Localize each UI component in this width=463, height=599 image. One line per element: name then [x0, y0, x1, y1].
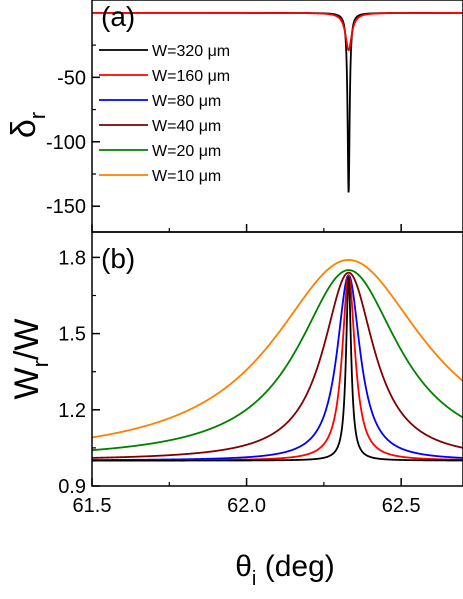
ytick-label: -100: [46, 132, 86, 154]
panel-b-ylabel: Wr/W: [8, 319, 53, 400]
legend-entry: W=40 μm: [152, 118, 221, 135]
series-line: [91, 269, 463, 452]
xtick-label: 61.5: [73, 495, 112, 517]
ytick-label: 1.2: [58, 400, 86, 422]
xtick-label: 62.5: [382, 495, 421, 517]
panel-a-label: (a): [101, 1, 135, 32]
legend-entry: W=10 μm: [152, 168, 221, 185]
series-line: [92, 271, 463, 459]
panel-b: 0.9 1.2 1.5 1.8 61.5 62.0 62.5 (b) Wr/W θi (de…: [8, 231, 463, 590]
legend-entry: W=20 μm: [152, 143, 221, 160]
panel-b-xlabel: θi (deg): [235, 550, 335, 590]
xtick-label: 62.0: [227, 495, 266, 517]
series-line: [92, 274, 463, 461]
ytick-label: 1.5: [58, 324, 86, 346]
panel-a-frame: [91, 0, 463, 233]
ytick-label: 0.9: [58, 476, 86, 498]
legend-entry: W=80 μm: [152, 93, 221, 110]
panel-a: -50-100-150 (a) W=320 μmW=160 μmW=80 μmW…: [5, 0, 463, 233]
ytick-label: -150: [46, 196, 86, 218]
ytick-label: -50: [57, 67, 86, 89]
legend-entry: W=160 μm: [152, 68, 230, 85]
series-line: [92, 275, 463, 462]
series-line: [92, 274, 463, 462]
series-line: [92, 12, 463, 52]
panel-b-label: (b): [101, 243, 135, 274]
series-line: [92, 11, 463, 193]
legend-entry: W=320 μm: [152, 43, 230, 60]
panel-a-ylabel: δr: [5, 112, 50, 138]
series-line: [91, 259, 463, 439]
ytick-label: 1.8: [58, 247, 86, 269]
legend: W=320 μm W=160 μm W=80 μm W=40 μm W=20 μm W=1…: [99, 43, 230, 185]
panel-b-frame: [91, 231, 463, 487]
